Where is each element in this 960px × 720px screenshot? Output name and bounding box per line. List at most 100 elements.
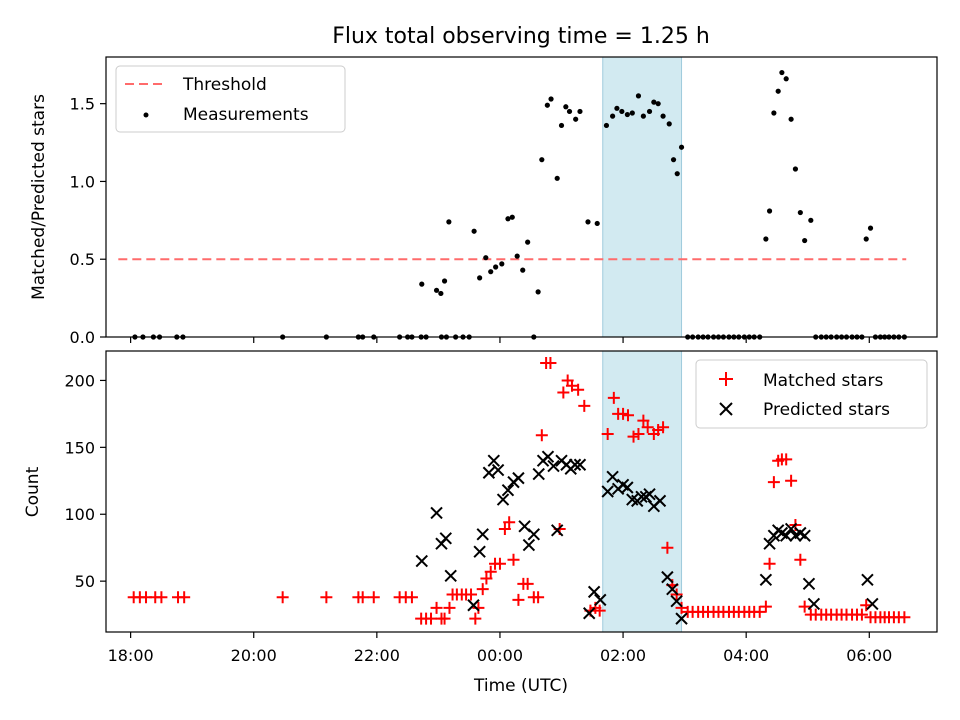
predicted-star-point [522,538,536,552]
matched-star-point [367,591,380,604]
matched-legend-label: Matched stars [763,371,883,391]
predicted-star-point [444,569,457,583]
measurement-point [802,237,808,244]
matched-star-point [472,601,485,614]
measurement-point [660,113,666,119]
predicted-star-point [621,481,634,494]
predicted-star-point [568,458,582,471]
measurement-point [539,157,545,163]
predicted-star-point [496,493,510,506]
predicted-star-point [807,597,821,611]
x-axis-label: Time (UTC) [473,676,568,696]
measurement-point [603,122,610,129]
predicted-star-point [670,595,683,608]
matched-star-point [438,612,451,625]
predicted-star-point [532,467,545,481]
measurement-point [563,104,569,110]
x-tick-label: 22:00 [354,646,400,665]
measurement-point [766,208,773,214]
measurement-point [792,166,799,172]
matched-star-point [532,591,545,604]
y-tick-label: 50 [75,572,95,591]
measurement-point [797,209,803,216]
predicted-star-point [763,537,776,550]
measurement-point [867,225,874,231]
measurement-point [594,220,600,227]
threshold-legend-label: Threshold [182,75,267,95]
matched-star-point [753,605,766,618]
bottom-y-axis-label: Count [23,466,43,517]
predicted-star-point [653,494,667,508]
y-tick-label: 1.5 [70,95,95,114]
measurement-point [419,281,425,287]
matched-star-point [484,565,497,578]
top-plot: 0.0 0.5 1.0 1.5 Matched/Predicted stars Thr… [29,56,938,347]
matched-star-point [493,557,506,570]
matched-star-point [637,414,650,427]
measurements-legend-label: Measurements [183,105,309,125]
measurement-point [678,144,685,150]
predicted-star-point [594,593,607,607]
predicted-star-point [784,522,798,536]
predicted-legend-marker [719,402,733,416]
measurement-point [433,287,440,293]
measurement-point [577,108,583,115]
matched-star-point [675,601,688,614]
predicted-legend-label: Predicted stars [763,400,890,420]
predicted-star-point [547,459,560,473]
predicted-star-point [512,471,525,485]
measurement-point [438,290,444,297]
x-tick-label: 20:00 [231,646,277,665]
matched-star-point [759,600,772,613]
predicted-star-point [501,483,515,497]
measurement-point [514,253,520,259]
matched-star-point [898,611,911,624]
x-tick-label: 06:00 [846,646,892,665]
measurement-point [651,99,657,105]
x-tick-label: 04:00 [723,646,769,665]
matched-star-point [798,600,811,613]
measurement-point [573,116,579,122]
measurement-point [629,110,635,116]
matched-star-point [767,476,780,489]
matched-star-point [785,474,798,487]
top-y-axis-label: Matched/Predicted stars [29,94,49,300]
matched-star-point [621,409,634,422]
predicted-star-point [779,529,793,542]
bottom-legend: Matched stars Predicted stars [695,359,928,429]
matched-star-point [535,429,548,442]
predicted-star-point [487,454,501,467]
measurement-point [446,219,452,225]
bottom-legend-box [695,359,928,429]
top-plot-frame [105,56,938,338]
matched-star-point [557,386,570,399]
measurement-point [670,157,677,163]
measurement-point [674,171,680,177]
measurement-point [558,122,565,129]
measurements-legend-marker [143,112,149,118]
predicted-star-point [482,466,496,479]
measurement-point [471,228,477,234]
predicted-star-point [601,485,614,498]
predicted-star-point [587,585,601,599]
matched-star-point [661,541,674,554]
matched-star-point [794,553,807,566]
measurement-point [635,93,642,99]
predicted-star-point [430,506,443,520]
x-tick-label: 18:00 [108,646,154,665]
predicted-star-point [861,573,874,587]
measurement-point [441,278,448,284]
predicted-star-point [476,528,489,541]
measurement-point [525,239,531,245]
matched-stars-points [127,357,911,625]
y-tick-label: 100 [64,505,95,524]
measurement-point [624,111,630,118]
measurement-point [520,267,526,273]
x-tick-label: 00:00 [477,646,523,665]
measurement-point [666,121,672,127]
measurement-point [783,76,789,82]
matched-star-point [430,601,443,614]
measurement-point [493,264,499,270]
matched-star-point [572,383,585,396]
matched-star-point [405,591,418,604]
